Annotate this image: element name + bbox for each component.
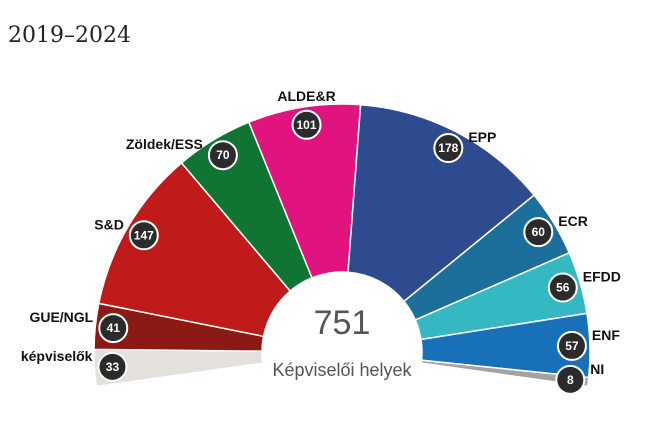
badge-value-efdd: 56 <box>556 281 570 295</box>
badge-s-d <box>128 220 159 251</box>
badge-kepviselok <box>97 351 128 382</box>
label-ni: NI <box>590 361 604 377</box>
label-kepviselok: képviselők <box>21 348 93 364</box>
label-epp: EPP <box>468 129 496 145</box>
badge-value-epp: 178 <box>438 141 458 155</box>
badge-zoldek-ess <box>207 140 238 171</box>
label-ecr: ECR <box>558 213 588 229</box>
badge-value-ni: 8 <box>567 373 574 387</box>
badge-value-enf: 57 <box>565 339 579 353</box>
badge-alde-r <box>291 109 322 140</box>
badge-value-ecr: 60 <box>532 225 546 239</box>
total-seats-value: 751 <box>314 304 371 342</box>
segment-epp[interactable] <box>347 103 536 303</box>
chart-title: 2019–2024 <box>8 23 131 48</box>
label-efdd: EFDD <box>583 269 621 285</box>
total-seats-caption: Képviselői helyek <box>272 360 412 380</box>
label-enf: ENF <box>592 327 620 343</box>
badge-value-kepviselok: 33 <box>106 360 120 374</box>
badge-epp <box>433 133 464 164</box>
badge-ecr <box>523 217 554 248</box>
badge-value-s-d: 147 <box>134 228 154 242</box>
badge-efdd <box>547 272 578 303</box>
badge-value-gue-ngl: 41 <box>107 321 121 335</box>
badge-value-alde-r: 101 <box>297 118 317 132</box>
badge-ni <box>555 364 586 395</box>
badge-gue-ngl <box>98 313 129 344</box>
badge-enf <box>556 330 587 361</box>
badge-value-zoldek-ess: 70 <box>216 148 230 162</box>
label-zoldek-ess: Zöldek/ESS <box>126 136 203 152</box>
badges-group: 33 képviselők 41 GUE/NGL 147 S&D 70 Zöldek/ESS 1… <box>21 88 621 395</box>
label-gue-ngl: GUE/NGL <box>29 309 93 325</box>
segment-ni[interactable] <box>420 359 590 388</box>
segment-s-d[interactable] <box>97 161 292 338</box>
segments-group <box>93 103 591 388</box>
label-s-d: S&D <box>94 216 124 232</box>
label-alde-r: ALDE&R <box>277 88 335 104</box>
